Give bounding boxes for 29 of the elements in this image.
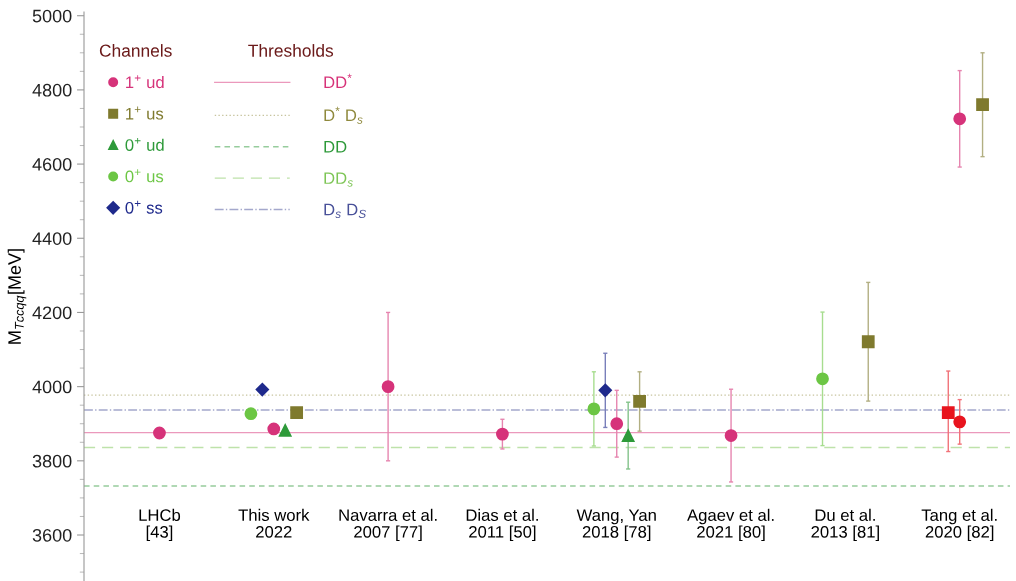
y-tick-label: 4600: [32, 158, 72, 171]
legend-label: D$^{*}$ D$_{s}$: [324, 106, 363, 124]
x-tick-label: Navarra et al. 2007 [77]: [339, 508, 437, 542]
y-tick-label: 4200: [32, 306, 72, 320]
annotation: Thresholds: [248, 44, 334, 57]
x-tick-label: Wang, Yan 2018 [78]: [576, 509, 656, 542]
x-tick-label: LHCb [43]: [139, 508, 181, 542]
legend-label: DD$^{*}$: [324, 73, 352, 89]
legend-label: D$_{s}$ D$_{S}$: [324, 203, 367, 218]
y-axis-title: M$_{Tccqq}$[MeV]: [7, 249, 27, 344]
x-tick-label: This work 2022: [238, 508, 310, 538]
y-tick-label: 3600: [32, 528, 72, 542]
y-tick-label: 5000: [32, 9, 72, 23]
legend-label: 0$^{+}$ ss: [125, 200, 163, 214]
legend-title: Channels: [99, 44, 172, 57]
legend-label: DD: [324, 141, 347, 153]
x-tick-label: Dias et al. 2011 [50]: [466, 508, 538, 542]
legend-label: 0$^{+}$ ud: [125, 137, 164, 151]
y-tick-label: 4800: [32, 83, 72, 97]
y-tick-label: 3800: [32, 454, 72, 468]
legend-label: DD$_{s}$: [324, 172, 353, 187]
y-tick-label: 4400: [32, 232, 72, 245]
legend-label: 1$^{+}$ ud: [126, 75, 164, 89]
x-tick-label: Du et al. 2013 [81]: [811, 508, 879, 542]
y-tick-label: 4000: [32, 380, 72, 394]
x-tick-label: Tang et al. 2020 [82]: [921, 508, 997, 542]
legend-label: 0$^{+}$ us: [125, 169, 164, 183]
legend-label: 1$^{+}$ us: [126, 106, 164, 120]
x-tick-label: Agaev et al. 2021 [80]: [687, 508, 774, 542]
